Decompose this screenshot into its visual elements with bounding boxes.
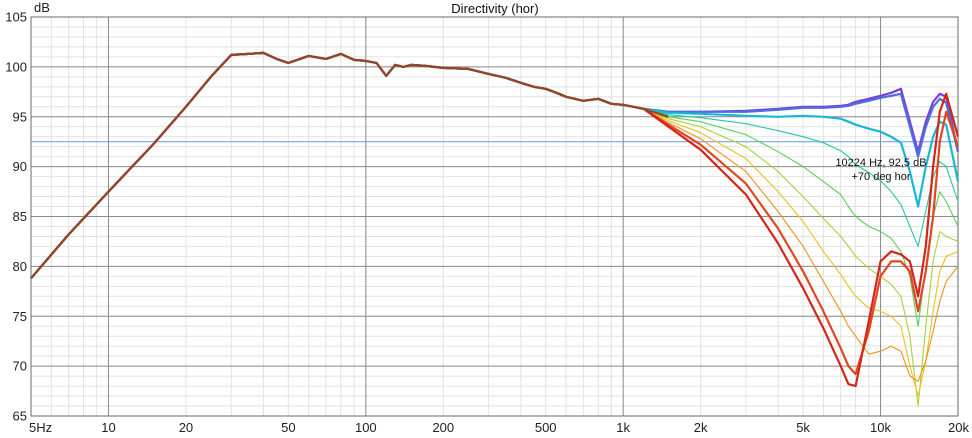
x-tick-label: 5k [796,420,810,435]
y-tick-label: 70 [13,359,27,374]
x-tick-label: 10k [870,420,891,435]
x-tick-label: 200 [432,420,454,435]
x-tick-label: 50 [281,420,295,435]
y-tick-labels: 105 100 95 90 85 80 75 70 65 [5,10,27,424]
y-tick-label: 105 [5,10,27,25]
y-tick-label: 80 [13,259,27,274]
x-tick-label: 100 [355,420,377,435]
x-tick-labels: 5Hz 10 20 50 100 200 500 1k 2k 5k 10k 20k [29,420,969,435]
y-axis-label: dB [34,0,50,15]
x-tick-label: 20k [948,420,969,435]
y-tick-label: 90 [13,159,27,174]
series-group [30,51,960,407]
cursor-readout-line1: 10224 Hz, 92,5 dB [835,157,926,169]
base-response-curve [30,51,669,280]
cursor-readout-line2: +70 deg hor [851,171,910,183]
y-tick-label: 65 [13,409,27,424]
plot-frame [30,16,959,417]
chart-title: Directivity (hor) [451,1,538,16]
y-tick-label: 85 [13,209,27,224]
x-tick-label: 10 [101,420,115,435]
x-tick-label: 5Hz [29,420,52,435]
x-tick-label: 20 [179,420,193,435]
major-grid [30,16,959,417]
y-tick-label: 95 [13,109,27,124]
x-tick-label: 1k [616,420,630,435]
y-tick-label: 100 [5,59,27,74]
x-tick-label: 2k [694,420,708,435]
y-tick-label: 75 [13,309,27,324]
x-tick-label: 500 [535,420,557,435]
